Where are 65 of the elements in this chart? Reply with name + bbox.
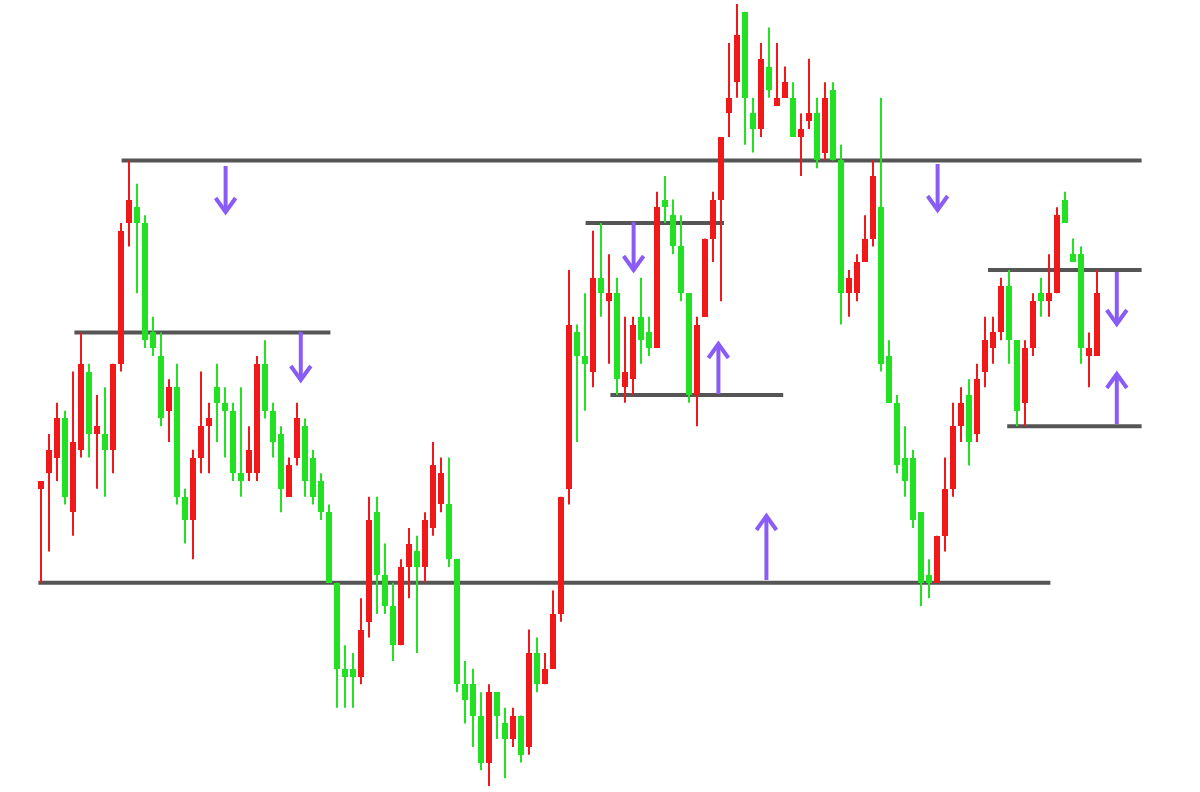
candlestick [678, 214, 684, 303]
candlestick [1046, 253, 1052, 318]
candlestick [198, 370, 204, 475]
candlestick [726, 42, 732, 138]
candlestick [982, 315, 988, 389]
candlestick [542, 652, 548, 686]
candlestick [790, 81, 796, 138]
candlestick [238, 386, 244, 498]
candlestick [1030, 292, 1036, 357]
candlestick [646, 315, 652, 357]
candlestick [782, 65, 788, 99]
candlestick [534, 636, 540, 694]
candlestick [510, 706, 516, 748]
candlestick [710, 190, 716, 264]
candlestick [518, 714, 524, 764]
candlestick [134, 182, 140, 295]
candlestick [462, 659, 468, 725]
candlestick [990, 315, 996, 365]
candlestick [262, 339, 268, 420]
candlestick [854, 253, 860, 303]
candlestick [214, 362, 220, 443]
candlestick [414, 534, 420, 655]
candlestick [294, 401, 300, 467]
candlestick [814, 96, 820, 170]
candlestick [494, 691, 500, 741]
candlestick [478, 691, 484, 772]
candlestick [862, 214, 868, 264]
candlestick [750, 96, 756, 154]
candlestick [998, 276, 1004, 342]
candlestick [606, 253, 612, 365]
candlestick [774, 42, 780, 107]
candlestick [406, 526, 412, 600]
candlestick [734, 3, 740, 99]
candlestick [806, 57, 812, 131]
candlestick [958, 386, 964, 443]
candlestick [638, 276, 644, 365]
candlestick [342, 644, 348, 709]
candlestick [166, 378, 172, 443]
candlestick [390, 581, 396, 662]
candlestick [574, 323, 580, 443]
candlestick [966, 378, 972, 467]
candlestick [670, 198, 676, 256]
candlestick [846, 268, 852, 318]
candlestick [382, 542, 388, 615]
candlestick [126, 159, 132, 248]
candlestick [470, 667, 476, 748]
candlestick [1038, 276, 1044, 318]
candlestick [766, 26, 772, 99]
candlestick [598, 221, 604, 318]
candlestick [582, 292, 588, 412]
candlestick [350, 652, 356, 709]
candlestick [1062, 190, 1068, 224]
candlestick [622, 315, 628, 404]
candlestick [942, 456, 948, 553]
candlestick [182, 487, 188, 545]
candlestick [358, 597, 364, 686]
candlestick [206, 401, 212, 475]
candlestick [798, 112, 804, 178]
candlestick [286, 456, 292, 498]
candlestick [102, 386, 108, 498]
candlestick [38, 480, 44, 584]
candlestick [222, 386, 228, 459]
candlestick [502, 706, 508, 780]
candlestick [94, 394, 100, 490]
candlestick [54, 401, 60, 483]
